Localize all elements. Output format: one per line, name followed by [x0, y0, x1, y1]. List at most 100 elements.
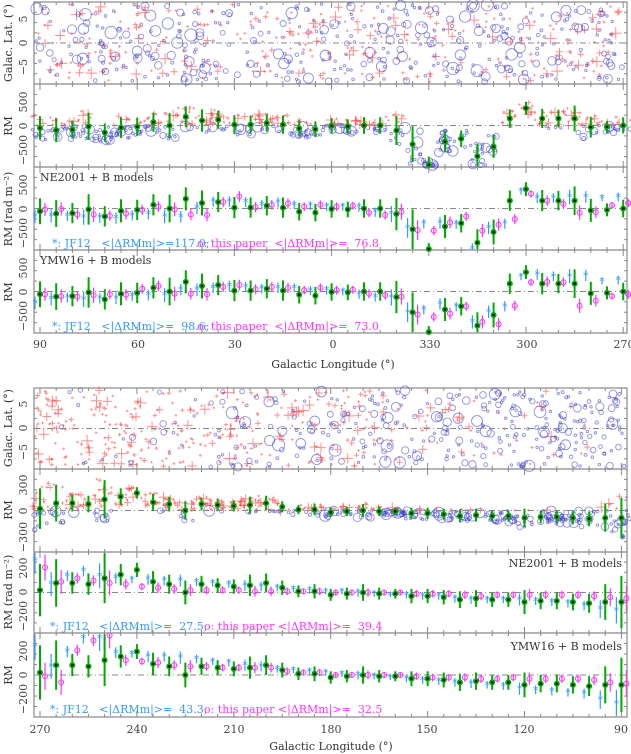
svg-text:*: *	[227, 196, 233, 209]
svg-text:*: *	[161, 575, 167, 588]
svg-text:*: *	[598, 603, 604, 616]
svg-text:*: *	[549, 596, 555, 609]
ytick-label: −5	[17, 444, 30, 460]
svg-text:*: *	[436, 590, 442, 603]
svg-text:*: *	[178, 575, 184, 588]
xtick-label: 180	[321, 723, 342, 736]
figure-first-quadrant: * * * * * * * * * * * * * * * * * * * * * * * * * * * * * * * * * * * * * * * *…	[2, 0, 631, 371]
svg-text:*: *	[534, 192, 540, 205]
ylabel-rm-ne2001: RM (rad m⁻²)	[2, 555, 15, 630]
svg-text:*: *	[210, 655, 216, 668]
svg-text:*: *	[598, 694, 604, 707]
svg-text:*: *	[486, 222, 492, 235]
svg-text:*: *	[81, 293, 87, 306]
svg-text:*: *	[549, 685, 555, 698]
ytick-label: 5	[17, 16, 30, 23]
svg-text:*: *	[81, 632, 87, 645]
svg-text:*: *	[323, 585, 329, 598]
svg-text:*: *	[615, 191, 621, 204]
svg-text:*: *	[81, 211, 87, 224]
ytick-label: 0	[17, 123, 30, 130]
ytick-label: 500	[17, 175, 30, 196]
svg-text:*: *	[468, 594, 474, 607]
svg-text:*: *	[258, 660, 264, 673]
ytick-label: −500	[17, 301, 30, 331]
svg-text:*: *	[355, 669, 361, 682]
svg-text:*: *	[372, 291, 378, 304]
model-label-ymw16: YMW16 + B models	[510, 640, 623, 653]
svg-text:*: *	[81, 565, 87, 578]
xlabel: Galactic Longitude (°)	[269, 740, 392, 753]
svg-text:*: *	[565, 597, 571, 610]
svg-text:*: *	[65, 210, 71, 223]
svg-text:*: *	[452, 592, 458, 605]
svg-text:*: *	[97, 292, 103, 305]
svg-text:*: *	[502, 218, 508, 231]
svg-text:*: *	[340, 286, 346, 299]
xtick-label: 330	[420, 338, 441, 351]
ytick-label: 0	[17, 206, 30, 213]
svg-text:*: *	[452, 676, 458, 689]
svg-text:*: *	[420, 590, 426, 603]
binned-points: ****************************************…	[32, 480, 630, 716]
svg-text:*: *	[533, 595, 539, 608]
svg-text:*: *	[291, 583, 297, 596]
svg-text:*: *	[421, 303, 427, 316]
ytick-label: 500	[17, 92, 30, 113]
svg-text:*: *	[48, 210, 54, 223]
svg-text:*: *	[194, 576, 200, 589]
svg-text:*: *	[129, 648, 135, 661]
ytick-label: −500	[17, 218, 30, 248]
svg-text:*: *	[32, 210, 38, 223]
svg-text:*: *	[421, 218, 427, 231]
svg-text:*: *	[517, 683, 523, 696]
stat-this-paper-ymw16: o: this paper <|ΔRMm|>= 73.0	[197, 320, 379, 334]
svg-text:*: *	[97, 570, 103, 583]
svg-text:*: *	[113, 292, 119, 305]
svg-text:*: *	[388, 671, 394, 684]
svg-text:*: *	[259, 283, 265, 296]
latitude-rm-scatter	[29, 385, 631, 540]
xtick-label: 210	[224, 723, 245, 736]
svg-text:*: *	[194, 202, 200, 215]
svg-text:*: *	[210, 196, 216, 209]
model-label-ne2001: NE2001 + B models	[509, 557, 623, 570]
svg-text:*: *	[599, 275, 605, 288]
ytick-labels: 5 0 −5 500 0 −500 500 0 −500 500 0 −500	[17, 16, 30, 332]
ytick-label: 0	[17, 508, 30, 515]
svg-text:*: *	[113, 212, 119, 225]
svg-text:*: *	[275, 582, 281, 595]
stat-this-paper-ymw16: o: this paper <|ΔRMm|>= 32.5	[204, 703, 382, 717]
svg-text:*: *	[420, 674, 426, 687]
stat-this-paper-ne2001: o: this paper <|ΔRMm|>= 39.4	[204, 620, 382, 634]
svg-text:*: *	[194, 653, 200, 666]
svg-text:*: *	[533, 684, 539, 697]
svg-text:*: *	[405, 306, 411, 319]
svg-text:*: *	[340, 201, 346, 214]
svg-text:*: *	[291, 282, 297, 295]
svg-text:*: *	[470, 316, 476, 329]
svg-text:*: *	[518, 271, 524, 284]
stat-this-paper-ne2001: o: this paper <|ΔRMm|>= 76.8	[197, 237, 379, 251]
svg-text:*: *	[324, 201, 330, 214]
svg-text:*: *	[501, 680, 507, 693]
svg-text:*: *	[65, 570, 71, 583]
ylabel-latitude: Galac. Lat. (°)	[2, 389, 15, 467]
svg-text:*: *	[65, 291, 71, 304]
xtick-labels: 90 60 30 0 330 300 270	[33, 338, 631, 351]
ytick-label: −200	[17, 601, 30, 631]
ylabel-rm-observed: RM	[2, 116, 15, 136]
svg-text:*: *	[129, 573, 135, 586]
ytick-label: 200	[17, 641, 30, 662]
svg-text:*: *	[113, 647, 119, 660]
ytick-label: 0	[17, 425, 30, 432]
svg-text:*: *	[356, 201, 362, 214]
svg-text:*: *	[243, 281, 249, 294]
ytick-label: 300	[17, 475, 30, 496]
ytick-label: 0	[17, 40, 30, 47]
svg-text:*: *	[210, 282, 216, 295]
svg-text:*: *	[162, 289, 168, 302]
svg-text:*: *	[32, 641, 38, 654]
svg-text:*: *	[129, 209, 135, 222]
